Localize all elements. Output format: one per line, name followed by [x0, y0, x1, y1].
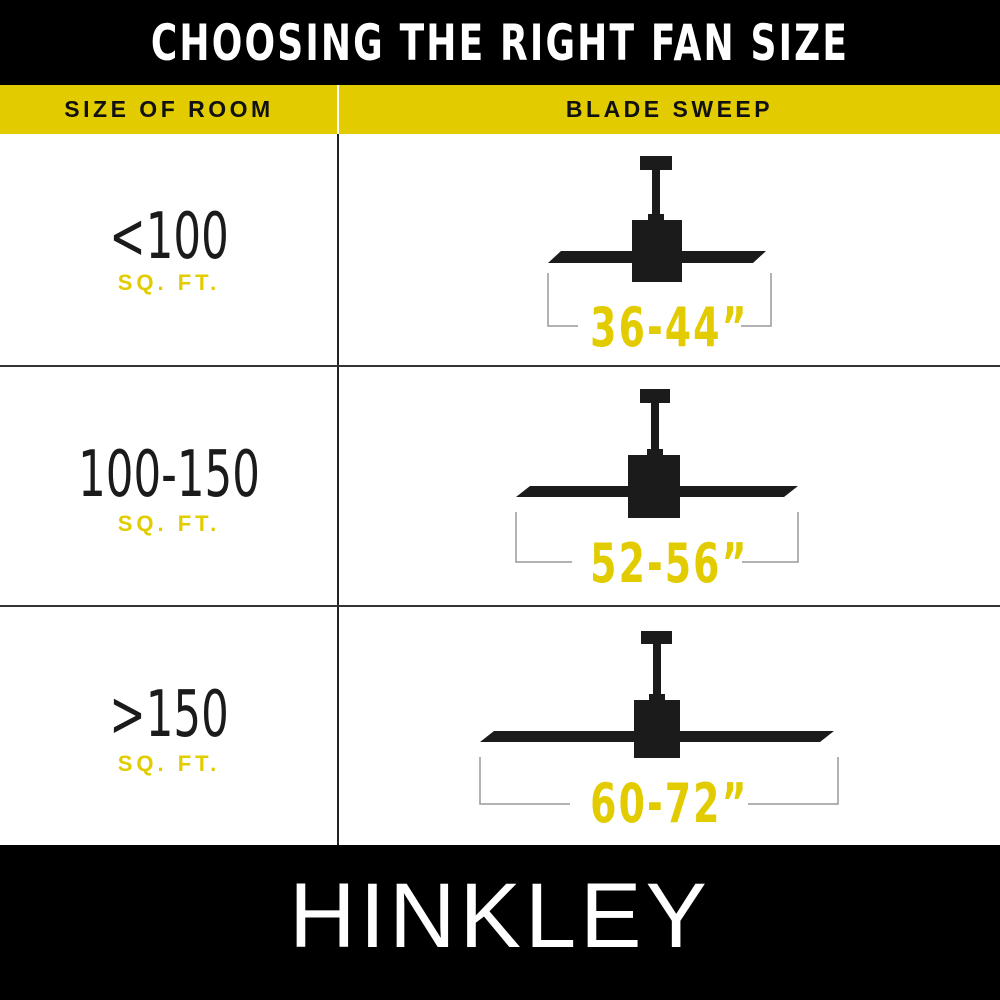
table-header	[0, 85, 1000, 134]
room-unit: SQ. FT.	[117, 511, 221, 536]
ceiling-fan-icon	[548, 156, 766, 282]
footer	[0, 845, 1000, 1000]
page-title: CHOOSING THE RIGHT FAN SIZE	[150, 14, 850, 72]
room-unit: SQ. FT.	[117, 751, 221, 776]
header-sweep: BLADE SWEEP	[565, 96, 774, 122]
room-unit: SQ. FT.	[117, 270, 221, 295]
blade-sweep-value: 52-56”	[590, 532, 749, 595]
ceiling-fan-icon	[480, 631, 834, 758]
fan-illustrations	[479, 156, 839, 805]
blade-sweep-value: 36-44”	[590, 296, 749, 359]
title-bar	[0, 0, 1000, 85]
header-divider	[337, 85, 339, 134]
sweep-bracket	[547, 273, 772, 327]
column-divider	[337, 85, 339, 845]
row-divider	[0, 605, 1000, 607]
room-size: >150	[109, 678, 229, 752]
room-size: <100	[109, 200, 229, 274]
sweep-bracket	[479, 757, 839, 805]
header-room: SIZE OF ROOM	[64, 96, 274, 122]
ceiling-fan-icon	[516, 389, 798, 518]
row-divider	[0, 365, 1000, 367]
blade-sweep-value: 60-72”	[590, 772, 749, 835]
room-size: 100-150	[78, 438, 260, 512]
brand-logo: HINKLEY	[289, 865, 711, 967]
sweep-bracket	[515, 512, 799, 563]
